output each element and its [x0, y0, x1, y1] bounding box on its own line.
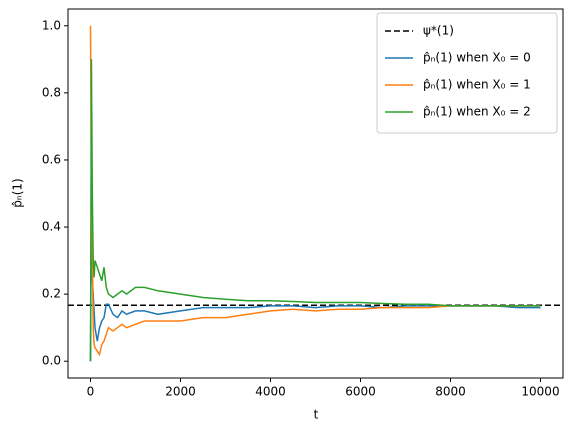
y-tick-label: 0.4 [42, 220, 61, 234]
series-line [89, 25, 541, 357]
y-tick-label: 0.6 [42, 152, 61, 166]
series-line [89, 59, 541, 362]
x-tick-label: 10000 [521, 385, 559, 399]
y-tick-label: 0.2 [42, 287, 61, 301]
legend-label: p̂ₙ(1) when X₀ = 2 [423, 105, 531, 119]
series-line [89, 193, 541, 362]
legend: ψ*(1) p̂ₙ(1) when X₀ = 0 p̂ₙ(1) when X₀ = … [376, 12, 558, 134]
legend-label: p̂ₙ(1) when X₀ = 0 [423, 51, 531, 65]
x-tick-label: 8000 [435, 385, 466, 399]
y-tick-label: 0.8 [42, 85, 61, 99]
x-tick-label: 6000 [345, 385, 376, 399]
plot-frame [67, 8, 564, 379]
legend-label: p̂ₙ(1) when X₀ = 1 [423, 78, 531, 92]
y-tick-label: 0.0 [42, 354, 61, 368]
x-tick-label: 2000 [165, 385, 196, 399]
legend-box [376, 12, 558, 134]
y-tick-label: 1.0 [42, 18, 61, 32]
legend-label: ψ*(1) [423, 24, 454, 38]
x-axis-label: t [314, 408, 319, 422]
y-axis-label: p̂ₙ(1) [11, 178, 25, 207]
x-tick-label: 0 [87, 385, 95, 399]
x-tick-label: 4000 [255, 385, 286, 399]
